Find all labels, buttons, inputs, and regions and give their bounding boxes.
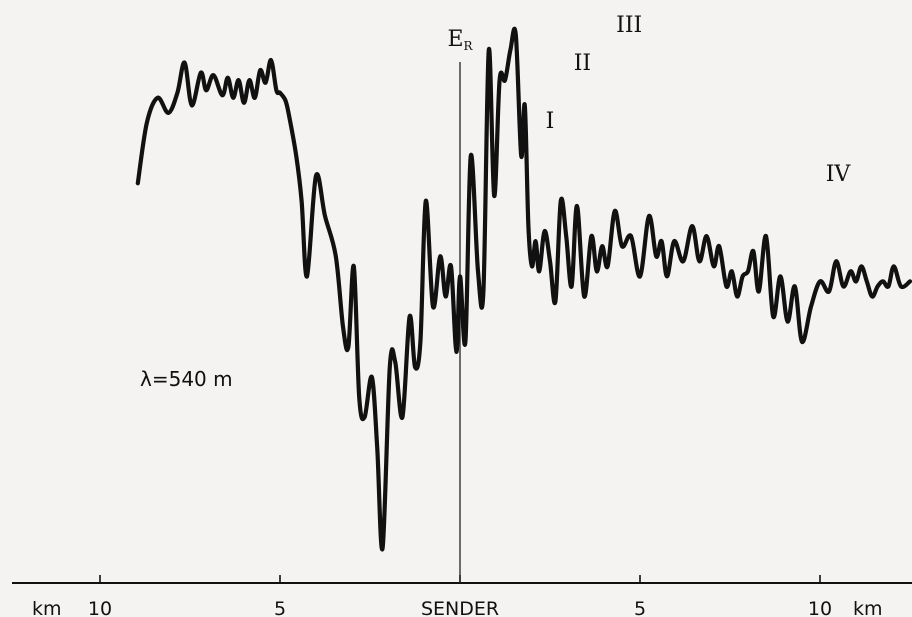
wavelength-annotation: λ=540 m <box>140 367 233 391</box>
er-label: ER <box>447 27 473 53</box>
peak-label-i: I <box>546 109 555 134</box>
x-tick-label-1: 5 <box>274 598 286 617</box>
x-tick-label-3: 5 <box>634 598 646 617</box>
series-line-0 <box>138 29 910 550</box>
x-tick-label-0: 10 <box>88 598 112 617</box>
peak-label-ii: II <box>574 51 591 76</box>
x-unit-label-right: km <box>853 598 883 617</box>
peak-label-iv: IV <box>826 162 852 187</box>
er-symbol: E <box>447 27 463 52</box>
peak-label-iii: III <box>616 13 642 38</box>
er-subscript: R <box>464 39 474 53</box>
x-tick-label-4: 10 <box>808 598 832 617</box>
series <box>138 29 910 550</box>
x-tick-label-2: SENDER <box>421 598 499 617</box>
x-unit-label-left: km <box>32 598 62 617</box>
